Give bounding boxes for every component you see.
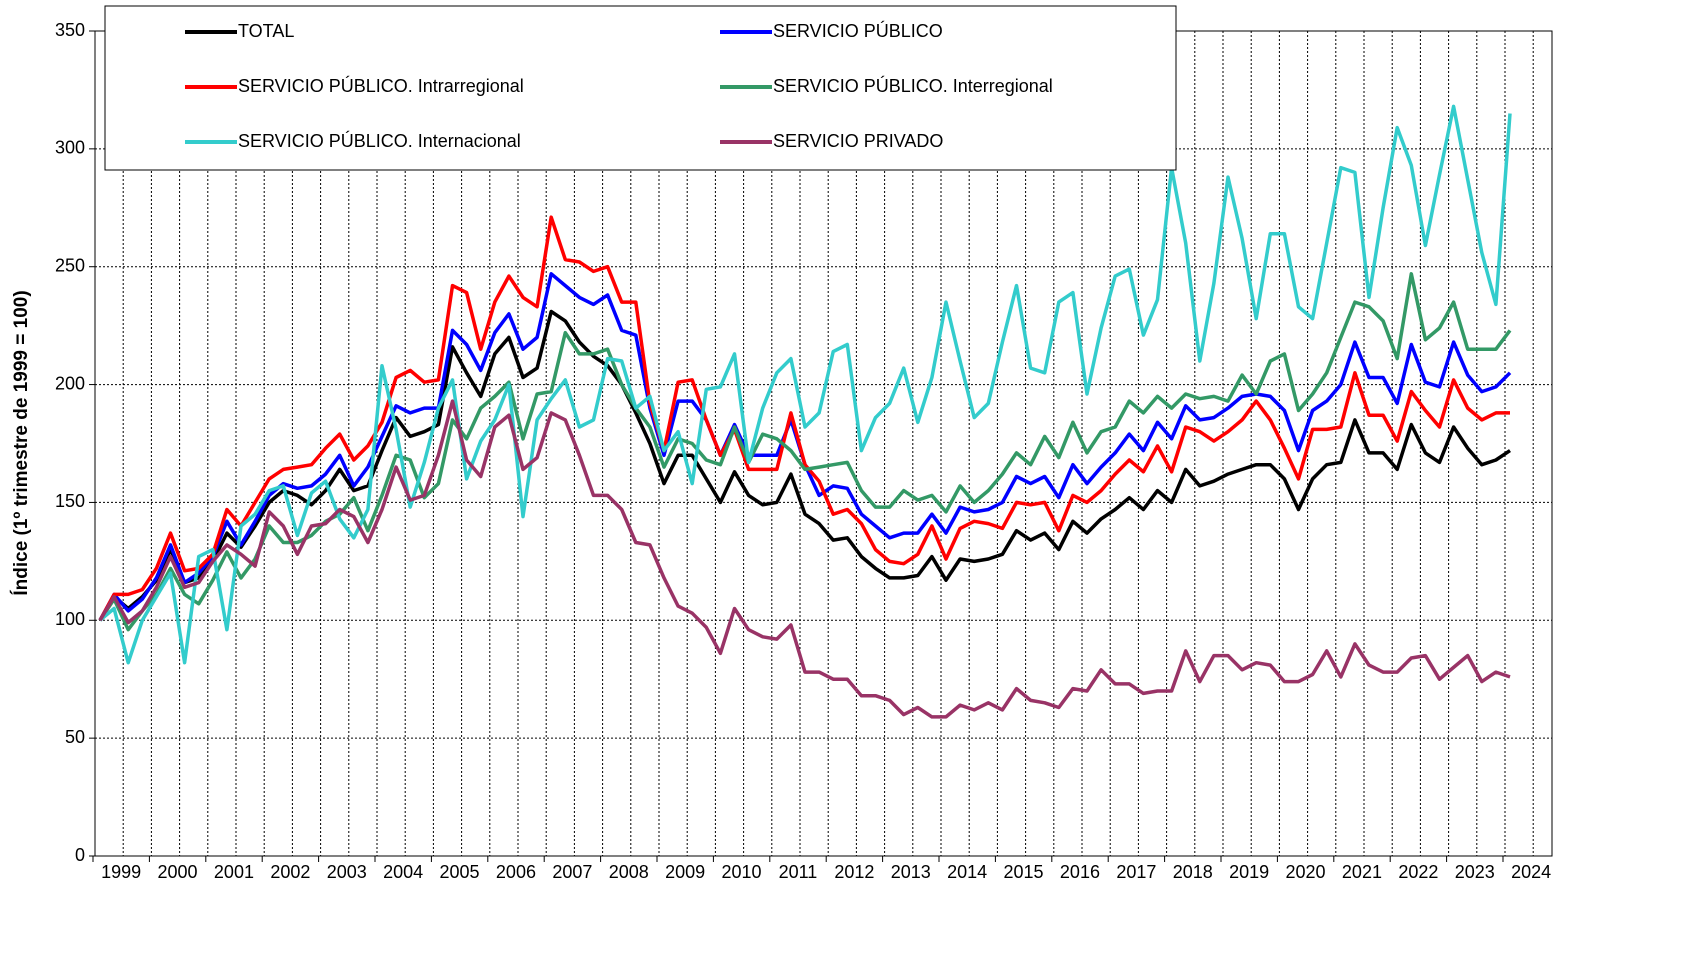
x-tick-label: 2018 bbox=[1173, 862, 1213, 882]
x-tick-label: 1999 bbox=[101, 862, 141, 882]
x-tick-label: 2021 bbox=[1342, 862, 1382, 882]
y-tick-label: 150 bbox=[55, 491, 85, 511]
y-tick-label: 250 bbox=[55, 255, 85, 275]
x-tick-label: 2015 bbox=[1004, 862, 1044, 882]
x-tick-label: 2014 bbox=[947, 862, 987, 882]
y-tick-label: 300 bbox=[55, 138, 85, 158]
x-tick-label: 2000 bbox=[158, 862, 198, 882]
x-tick-label: 2011 bbox=[779, 862, 818, 882]
x-tick-label: 2022 bbox=[1398, 862, 1438, 882]
legend-box bbox=[104, 5, 1177, 171]
legend-label: SERVICIO PÚBLICO. Internacional bbox=[238, 130, 521, 151]
x-tick-label: 2012 bbox=[834, 862, 874, 882]
x-tick-label: 2010 bbox=[722, 862, 762, 882]
series-line bbox=[98, 215, 1510, 622]
y-tick-label: 50 bbox=[65, 727, 85, 747]
series-line bbox=[98, 399, 1511, 719]
x-tick-label: 2001 bbox=[214, 862, 254, 882]
x-tick-label: 2006 bbox=[496, 862, 536, 882]
x-tick-label: 2005 bbox=[440, 862, 480, 882]
series-line bbox=[98, 104, 1512, 665]
x-tick-label: 2019 bbox=[1229, 862, 1269, 882]
x-tick-label: 2024 bbox=[1511, 862, 1551, 882]
x-tick-label: 2020 bbox=[1286, 862, 1326, 882]
x-tick-label: 2023 bbox=[1455, 862, 1495, 882]
legend-label: SERVICIO PRIVADO bbox=[773, 131, 943, 151]
x-tick-label: 2013 bbox=[891, 862, 931, 882]
y-axis-label: Índice (1º trimestre de 1999 = 100) bbox=[10, 290, 32, 595]
x-tick-label: 2007 bbox=[552, 862, 592, 882]
y-tick-label: 100 bbox=[55, 609, 85, 629]
legend-label: SERVICIO PÚBLICO. Interregional bbox=[773, 75, 1053, 96]
x-tick-label: 2017 bbox=[1116, 862, 1156, 882]
y-tick-label: 350 bbox=[55, 20, 85, 40]
series-line bbox=[98, 309, 1511, 622]
y-tick-label: 200 bbox=[55, 373, 85, 393]
x-tick-label: 2008 bbox=[609, 862, 649, 882]
x-tick-label: 2002 bbox=[270, 862, 310, 882]
x-tick-label: 2003 bbox=[327, 862, 367, 882]
x-tick-label: 2004 bbox=[383, 862, 423, 882]
x-tick-label: 2009 bbox=[665, 862, 705, 882]
legend-label: SERVICIO PÚBLICO. Intrarregional bbox=[238, 75, 524, 96]
y-tick-label: 0 bbox=[75, 845, 85, 865]
legend-label: SERVICIO PÚBLICO bbox=[773, 20, 943, 41]
legend-label: TOTAL bbox=[238, 21, 294, 41]
x-tick-label: 2016 bbox=[1060, 862, 1100, 882]
